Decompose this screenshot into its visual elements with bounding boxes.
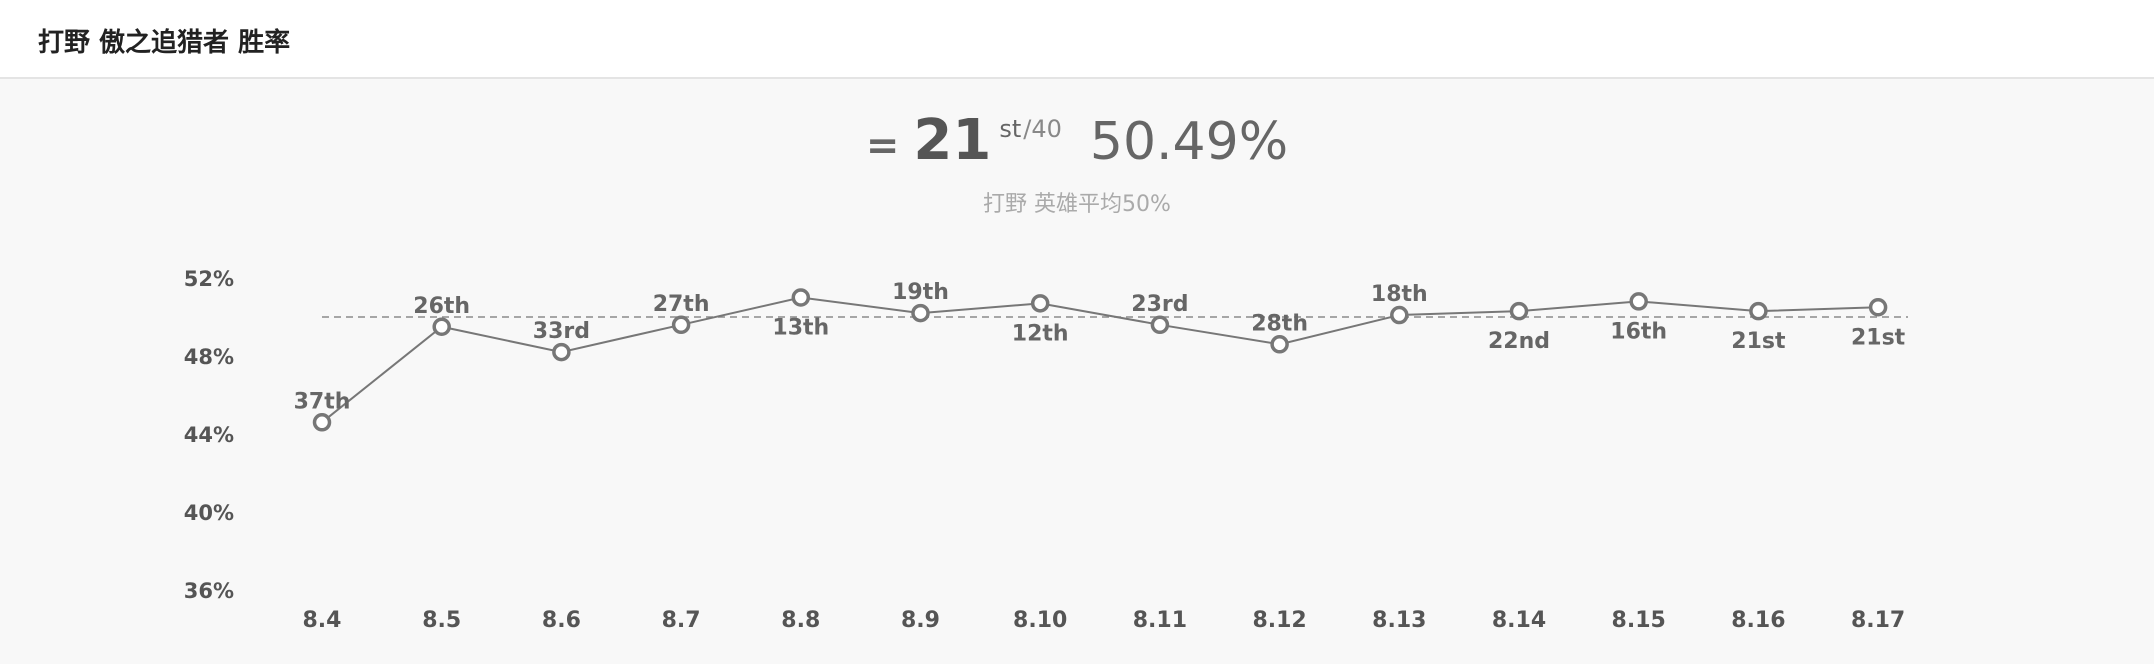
y-tick-label: 36%: [184, 579, 234, 603]
role-average-note: 打野 英雄平均50%: [983, 192, 1171, 217]
rank-data-label: 33rd: [533, 319, 590, 344]
x-tick-label: 8.14: [1492, 608, 1546, 633]
x-tick-label: 8.16: [1731, 608, 1785, 633]
data-point: [1509, 301, 1529, 321]
page-title: 打野 傲之追猎者 胜率: [38, 28, 291, 58]
x-tick-label: 8.4: [303, 608, 342, 633]
y-tick-label: 52%: [184, 267, 234, 291]
rank-suffix: st: [999, 115, 1022, 143]
x-tick-label: 8.7: [662, 608, 701, 633]
data-point: [1629, 292, 1648, 311]
x-tick-label: 8.15: [1612, 608, 1666, 633]
rank-data-label: 12th: [1012, 321, 1069, 346]
rank-data-label: 22nd: [1488, 329, 1550, 354]
rank-data-label: 26th: [413, 294, 470, 319]
y-tick-label: 40%: [184, 501, 234, 525]
y-tick-label: 48%: [184, 345, 234, 369]
x-tick-label: 8.10: [1013, 608, 1067, 633]
x-tick-label: 8.8: [781, 608, 820, 633]
data-point: [432, 317, 451, 336]
data-point: [1150, 315, 1170, 335]
rank-data-label: 13th: [772, 316, 829, 341]
x-tick-label: 8.12: [1252, 608, 1306, 633]
rank-data-label: 23rd: [1131, 292, 1188, 317]
rank-trend-indicator: =: [865, 123, 900, 169]
rank-data-label: 16th: [1610, 319, 1667, 344]
data-point: [1390, 305, 1409, 325]
x-tick-label: 8.17: [1851, 608, 1905, 633]
rank-summary: = 21 st/40 50.49%: [0, 108, 2154, 173]
rank-data-label: 18th: [1371, 282, 1428, 307]
x-tick-label: 8.6: [542, 608, 581, 633]
rank-data-label: 37th: [294, 389, 351, 414]
data-point: [1270, 335, 1289, 354]
x-tick-label: 8.11: [1133, 608, 1187, 633]
data-point: [911, 303, 930, 323]
x-tick-label: 8.5: [422, 608, 461, 633]
page-header: 打野 傲之追猎者 胜率: [0, 0, 2154, 79]
data-point: [1868, 298, 1888, 317]
data-point: [1749, 301, 1768, 321]
rank-data-label: 19th: [892, 280, 949, 305]
rank-data-label: 21st: [1731, 329, 1786, 354]
data-point: [1030, 294, 1050, 313]
data-point: [312, 413, 332, 432]
rank-data-label: 21st: [1851, 325, 1906, 350]
data-point: [791, 288, 811, 307]
data-point: [552, 342, 571, 362]
x-tick-label: 8.9: [901, 608, 940, 633]
x-tick-label: 8.13: [1372, 608, 1426, 633]
rank-total: /40: [1023, 115, 1062, 143]
y-tick-label: 44%: [184, 423, 234, 447]
rank-data-label: 28th: [1251, 311, 1308, 336]
win-rate-series-line: [321, 296, 1879, 424]
data-point: [671, 315, 691, 335]
rank-data-label: 27th: [653, 292, 710, 317]
win-rate-value: 50.49%: [1089, 112, 1289, 172]
current-rank: 21: [913, 108, 992, 173]
